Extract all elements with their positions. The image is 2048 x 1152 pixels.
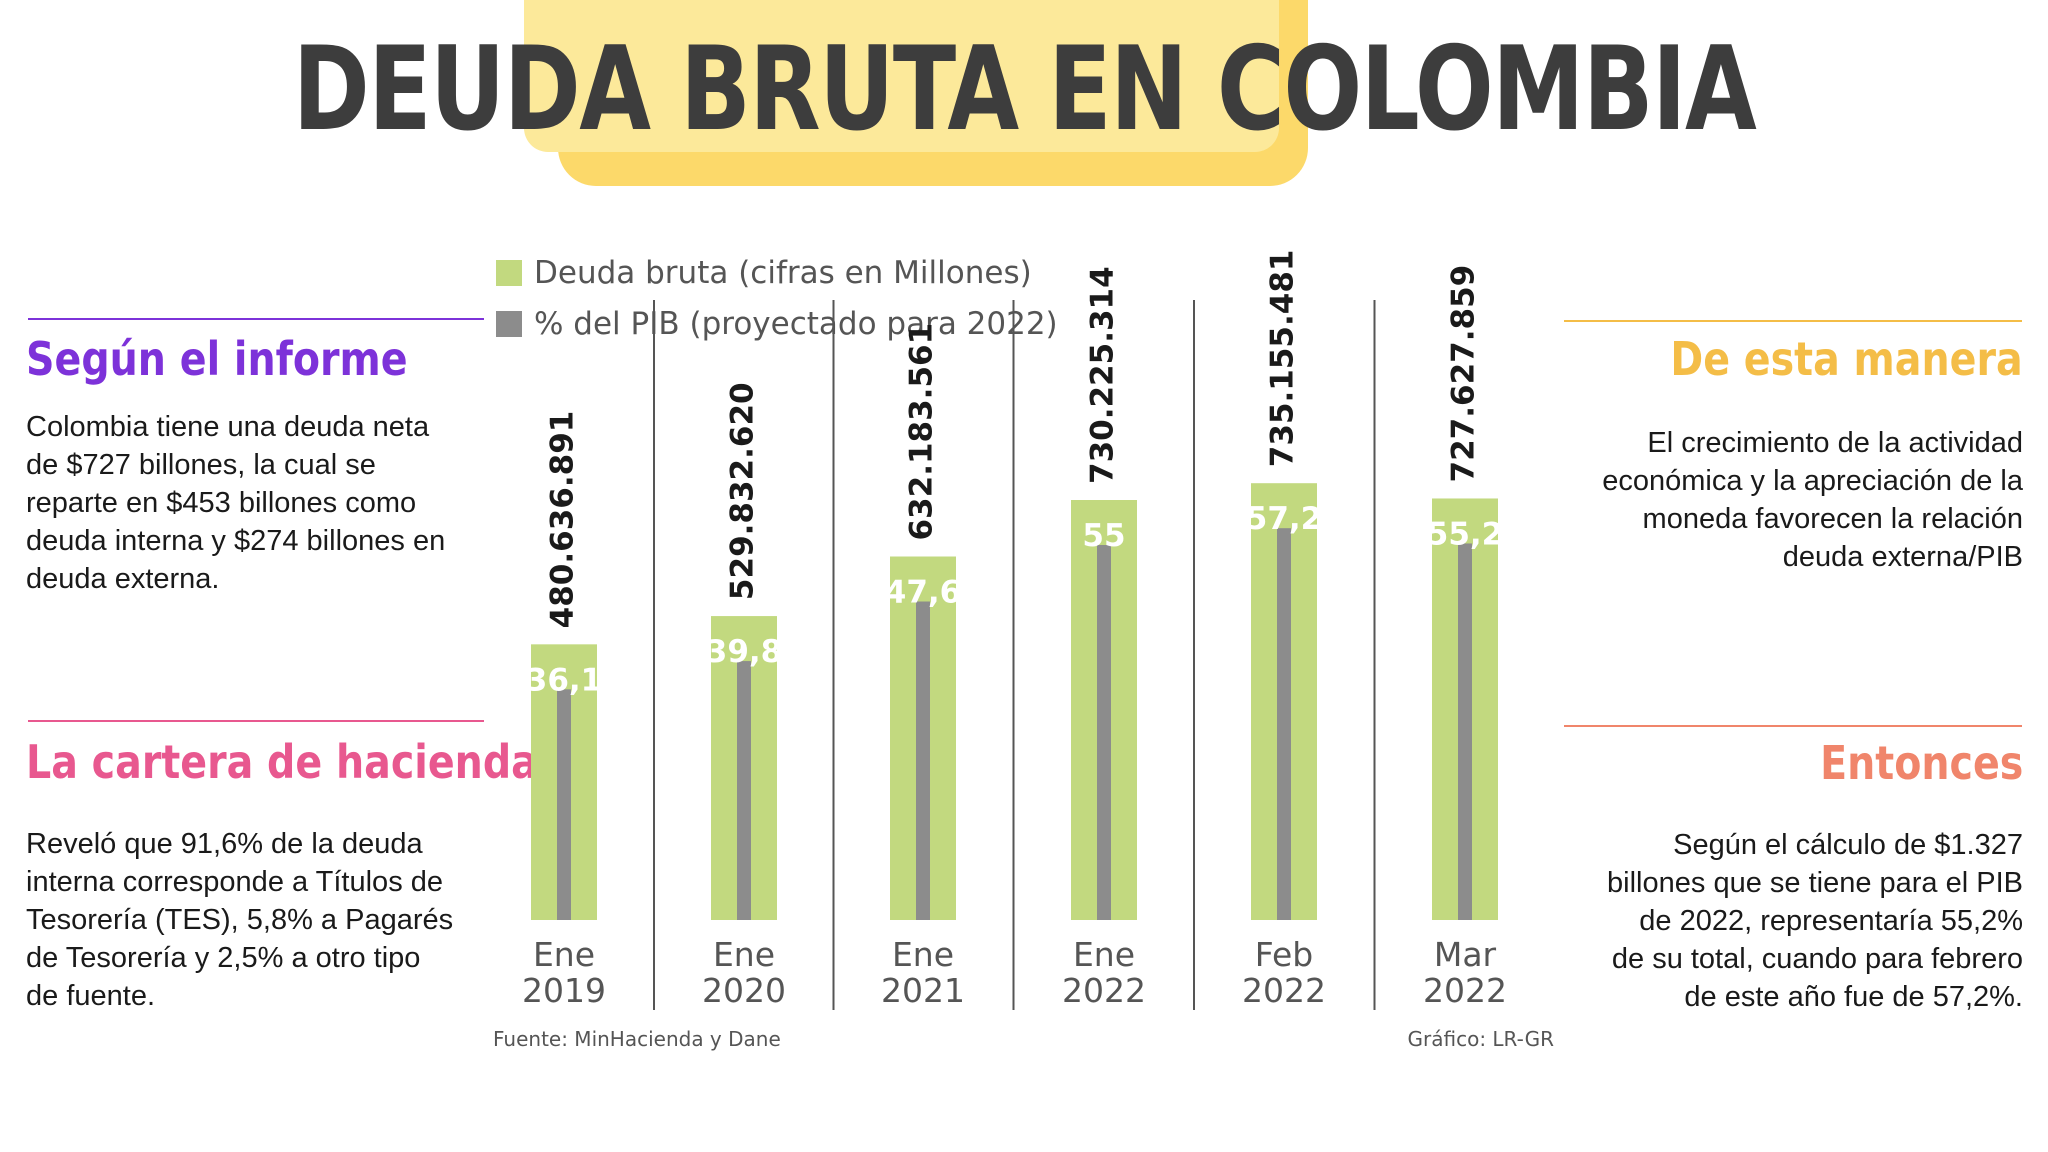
- pib-bar: [1097, 545, 1111, 920]
- left-rule-1: [28, 318, 484, 320]
- left-rule-2: [28, 720, 484, 722]
- category-year-label: 2021: [881, 971, 965, 1010]
- pib-value-label: 55,2: [1427, 516, 1504, 552]
- category-year-label: 2022: [1242, 971, 1326, 1010]
- legend-label-2: % del PIB (proyectado para 2022): [534, 306, 1058, 342]
- category-month-label: Mar: [1434, 935, 1497, 974]
- debt-value-label: 480.636.891: [545, 411, 581, 629]
- page-title: DEUDA BRUTA EN COLOMBIA: [292, 22, 1757, 157]
- legend-swatch-1: [496, 260, 522, 286]
- chart-bars: [531, 483, 1498, 920]
- pib-bar: [1277, 528, 1291, 920]
- debt-value-label: 735.155.481: [1265, 250, 1301, 468]
- chart-credit: Gráfico: LR-GR: [1408, 1027, 1555, 1051]
- pib-bar: [1458, 543, 1472, 920]
- legend-label-1: Deuda bruta (cifras en Millones): [534, 255, 1032, 291]
- pib-bar: [916, 601, 930, 920]
- pib-value-label: 39,8: [706, 634, 783, 670]
- chart-labels: 36,1480.636.891Ene201939,8529.832.620Ene…: [522, 250, 1507, 1010]
- text-cartera-de-hacienda: Reveló que 91,6% de la deuda interna cor…: [26, 828, 454, 1012]
- pib-bar: [557, 689, 571, 920]
- pib-value-label: 47,6: [885, 575, 962, 611]
- legend-swatch-2: [496, 311, 522, 337]
- heading-segun-el-informe: Según el informe: [26, 332, 408, 386]
- chart-legend: Deuda bruta (cifras en Millones) % del PI…: [496, 255, 1058, 342]
- debt-value-label: 529.832.620: [725, 382, 761, 600]
- debt-value-label: 730.225.314: [1085, 266, 1121, 484]
- chart-separators: [653, 300, 1376, 1010]
- category-month-label: Ene: [713, 935, 775, 974]
- category-year-label: 2020: [702, 971, 786, 1010]
- title-highlight-inner: [524, 0, 1279, 152]
- category-month-label: Ene: [1073, 935, 1135, 974]
- category-month-label: Feb: [1255, 935, 1313, 974]
- heading-cartera-de-hacienda: La cartera de hacienda: [26, 735, 538, 789]
- right-rule-1: [1564, 320, 2022, 322]
- debt-value-label: 727.627.859: [1446, 265, 1482, 483]
- category-year-label: 2022: [1062, 971, 1146, 1010]
- category-month-label: Ene: [892, 935, 954, 974]
- pib-value-label: 36,1: [526, 662, 603, 698]
- heading-entonces: Entonces: [1819, 736, 2023, 790]
- chart-source: Fuente: MinHacienda y Dane: [493, 1027, 781, 1051]
- pib-bar: [737, 661, 751, 920]
- text-entonces: Según el cálculo de $1.327 billones que …: [1607, 829, 2023, 1013]
- heading-de-esta-manera: De esta manera: [1670, 332, 2023, 386]
- debt-value-label: 632.183.561: [904, 323, 940, 541]
- category-year-label: 2022: [1423, 971, 1507, 1010]
- text-segun-el-informe: Colombia tiene una deuda neta de $727 bi…: [26, 411, 446, 595]
- pib-value-label: 57,2: [1246, 501, 1323, 537]
- pib-value-label: 55: [1082, 518, 1125, 554]
- category-month-label: Ene: [533, 935, 595, 974]
- right-rule-2: [1564, 725, 2022, 727]
- category-year-label: 2019: [522, 971, 606, 1010]
- text-de-esta-manera: El crecimiento de la actividad económica…: [1602, 427, 2023, 573]
